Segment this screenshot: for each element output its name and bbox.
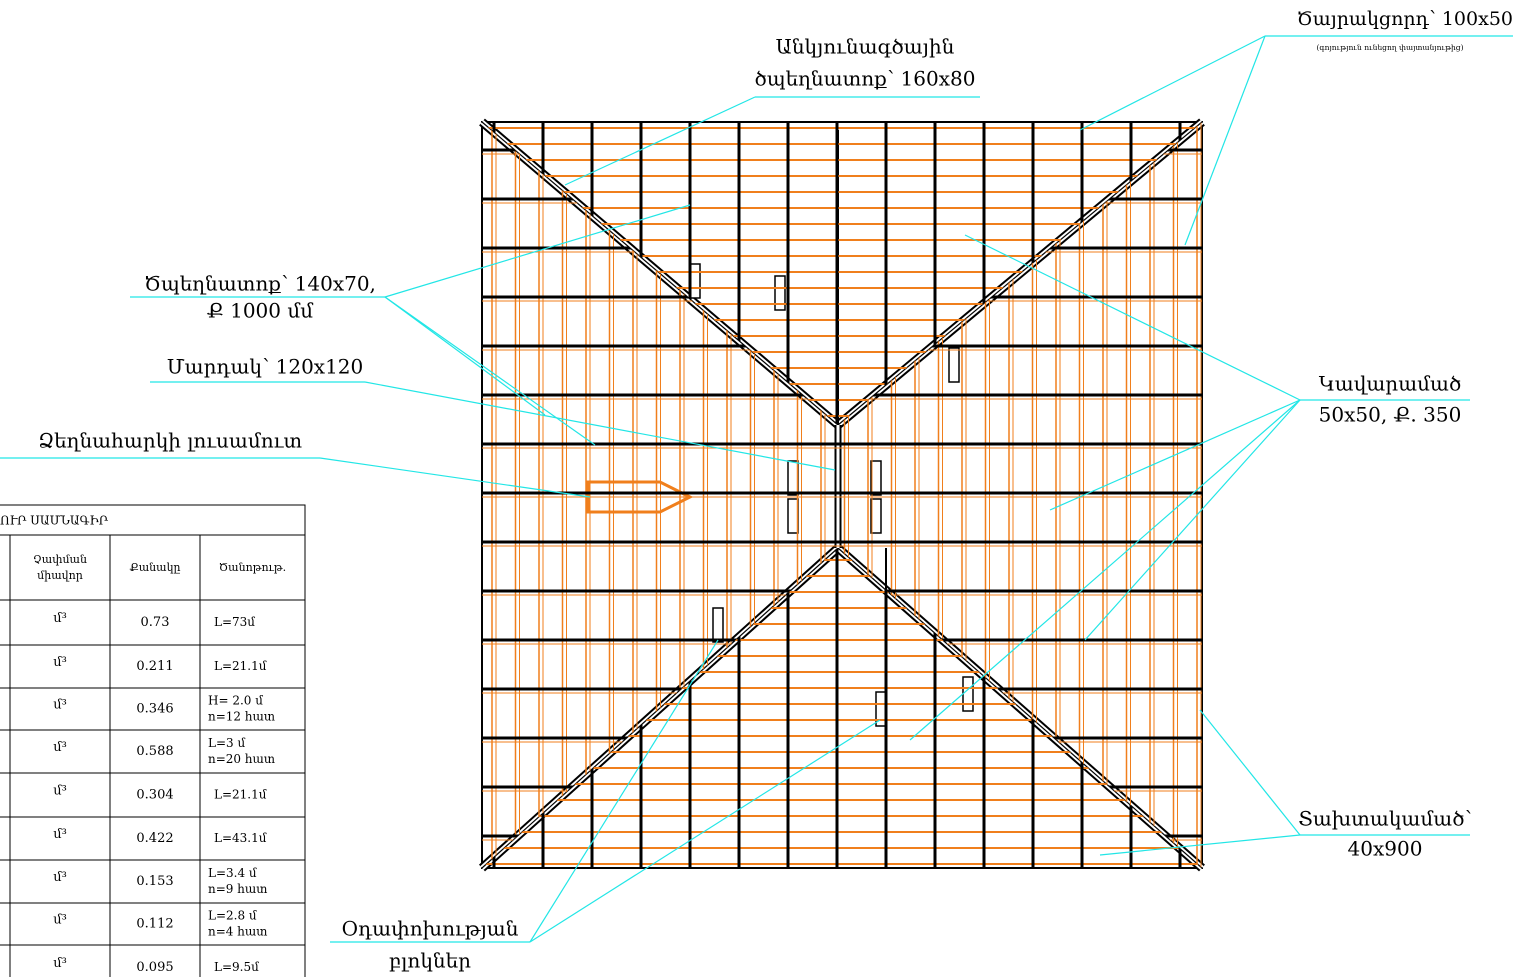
- block: [870, 460, 882, 496]
- label: ծպեղնատոք՝ 160x80: [755, 67, 976, 91]
- block: [712, 607, 724, 643]
- line: [964, 234, 1301, 401]
- table-header: Ծանոթութ.: [219, 561, 286, 574]
- table-cell: L=73մ: [214, 615, 255, 629]
- table-cell: n=9 հատ: [208, 882, 267, 896]
- line: [837, 547, 1203, 869]
- table-title: ՈՒՐ ՍԱՄՆԱԳԻՐ: [0, 514, 109, 528]
- line: [837, 121, 1203, 426]
- label: Օդափոխության: [342, 917, 519, 941]
- line: [1079, 35, 1266, 131]
- label: Ք 1000 մմ: [207, 299, 313, 323]
- table-cell: մ³: [53, 913, 67, 928]
- table-cell: մ³: [53, 827, 67, 842]
- table-cell: 0.112: [136, 917, 173, 932]
- label: Կավարամած: [1319, 372, 1462, 396]
- label: Տախտակամած՝: [1298, 807, 1472, 831]
- label: Մարդակ՝ 120x120: [167, 355, 364, 379]
- line: [909, 399, 1301, 741]
- line: [1084, 399, 1301, 641]
- line: [364, 381, 836, 471]
- line: [529, 639, 719, 943]
- label: Անկյունագծային: [776, 35, 955, 59]
- line: [1099, 834, 1301, 856]
- line: [529, 719, 881, 943]
- table-cell: L=43.1մ: [214, 831, 267, 845]
- table-cell: L=9.5մ: [214, 960, 259, 974]
- table-cell: 0.304: [136, 788, 173, 803]
- leaders: [0, 35, 1513, 943]
- table-header: Քանակը: [129, 561, 180, 574]
- block: [948, 347, 960, 383]
- table-header: միավոր: [37, 569, 83, 582]
- block: [774, 275, 786, 311]
- line: [319, 457, 591, 498]
- label: Ձեղնահարկի լուսամուտ: [38, 429, 302, 453]
- label: 50x50, Ք. 350: [1319, 403, 1462, 427]
- table-cell: 0.588: [136, 744, 173, 759]
- label: Ծպեղնատոք՝ 140x70,: [144, 272, 376, 296]
- table-cell: մ³: [53, 870, 67, 885]
- table-cell: մ³: [53, 784, 67, 799]
- table-cell: n=4 հատ: [208, 925, 267, 939]
- line: [1184, 35, 1266, 246]
- spec-table: ՈՒՐ ՍԱՄՆԱԳԻՐ Չափման միավոր Քանակը Ծանոթութ. մ…: [0, 504, 306, 977]
- block: [787, 460, 799, 496]
- table-header: Չափման: [33, 553, 87, 566]
- table-cell: L=2.8 մ: [208, 909, 257, 923]
- table-cell: 0.422: [136, 831, 173, 846]
- table-cell: n=12 հատ: [208, 710, 275, 724]
- table-cell: 0.095: [136, 960, 173, 975]
- label: 40x900: [1348, 837, 1423, 861]
- table-cell: մ³: [53, 611, 67, 626]
- table-cell: n=20 հատ: [208, 752, 275, 766]
- table-cell: H= 2.0 մ: [208, 694, 263, 708]
- label: Ծայրակցորդ՝ 100x50: [1297, 8, 1513, 30]
- line: [564, 96, 756, 186]
- table-cell: 0.153: [136, 874, 173, 889]
- table-cell: մ³: [53, 698, 67, 713]
- table-border: [0, 504, 306, 977]
- rafter-field: [482, 122, 838, 868]
- line: [384, 204, 691, 298]
- table-cell: L=21.1մ: [214, 659, 267, 673]
- table-cell: L=3.4 մ: [208, 866, 257, 880]
- line: [1199, 709, 1301, 836]
- roof-outline: [481, 121, 1203, 869]
- label: (գոյություն ունեցող փայտանյութից): [1316, 43, 1463, 52]
- block: [870, 498, 882, 534]
- table-cell: 0.73: [141, 615, 170, 630]
- line: [384, 296, 596, 446]
- table-cell: L=21.1մ: [214, 788, 267, 802]
- table-cell: մ³: [53, 655, 67, 670]
- table-cell: 0.346: [136, 702, 173, 717]
- block: [962, 676, 974, 712]
- label: բլոկներ: [389, 949, 471, 973]
- table-cell: մ³: [53, 740, 67, 755]
- line: [1049, 399, 1301, 511]
- table-cell: 0.211: [136, 659, 173, 674]
- table-cell: մ³: [53, 956, 67, 971]
- line: [384, 296, 546, 416]
- block: [787, 498, 799, 534]
- table-cell: L=3 մ: [208, 736, 245, 750]
